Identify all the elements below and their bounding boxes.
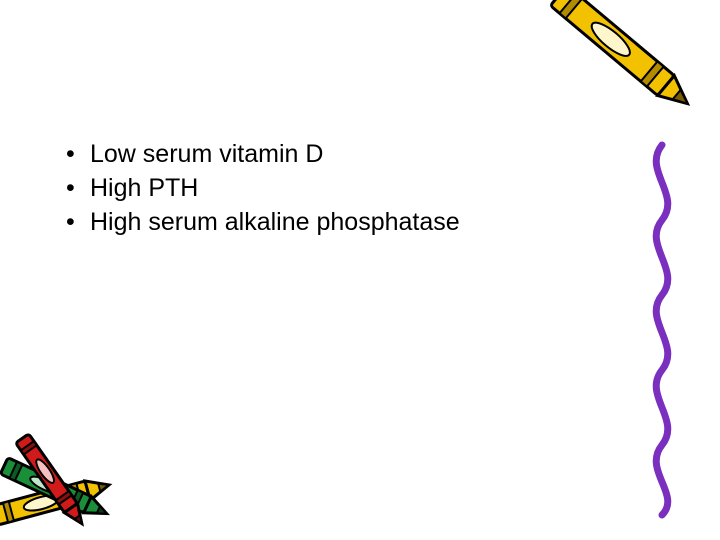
bullet-item: High serum alkaline phosphatase bbox=[62, 206, 582, 240]
content-area: Low serum vitamin D High PTH High serum … bbox=[62, 138, 582, 239]
squiggle-right-icon bbox=[632, 140, 692, 525]
bullet-text: High serum alkaline phosphatase bbox=[90, 208, 460, 236]
bullet-item: High PTH bbox=[62, 172, 582, 206]
bullet-list: Low serum vitamin D High PTH High serum … bbox=[62, 138, 582, 239]
crayon-top-right-icon bbox=[530, 0, 710, 147]
bullet-text: High PTH bbox=[90, 174, 198, 202]
crayon-group-bottom-left-icon bbox=[0, 411, 164, 540]
bullet-text: Low serum vitamin D bbox=[90, 140, 323, 168]
bullet-item: Low serum vitamin D bbox=[62, 138, 582, 172]
slide: Low serum vitamin D High PTH High serum … bbox=[0, 0, 720, 540]
